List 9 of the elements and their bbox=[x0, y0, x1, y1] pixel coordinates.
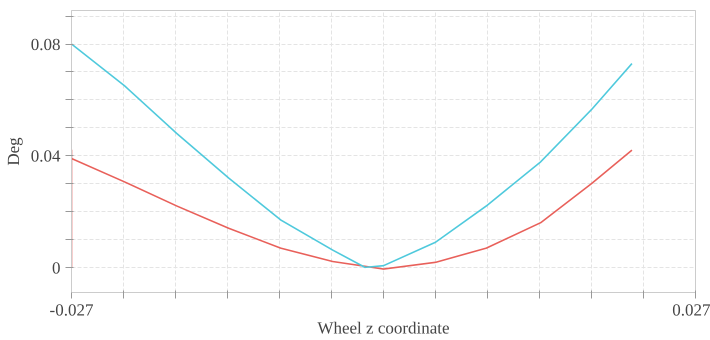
y-tick-label: 0.08 bbox=[30, 35, 60, 54]
y-tick-label: 0 bbox=[52, 258, 60, 278]
x-tick-label: 0.027 bbox=[672, 300, 710, 320]
line-series bbox=[72, 149, 633, 270]
x-tick-label: -0.027 bbox=[50, 300, 94, 320]
line-series bbox=[72, 43, 633, 268]
y-axis-title: Deg bbox=[4, 136, 23, 166]
x-axis-title: Wheel z coordinate bbox=[317, 318, 450, 338]
y-tick-label: 0.04 bbox=[30, 146, 61, 166]
